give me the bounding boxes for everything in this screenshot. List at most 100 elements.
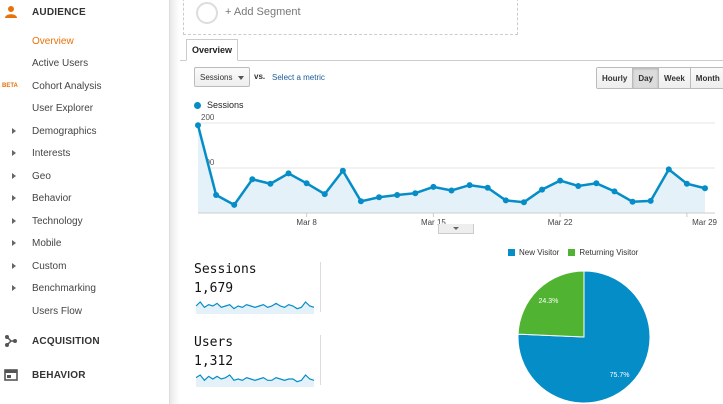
sidebar-item-label: Technology <box>32 215 83 227</box>
sidebar-item-label: Demographics <box>32 125 97 137</box>
sidebar-item-label: Geo <box>32 170 51 182</box>
data-point <box>575 183 582 189</box>
sidebar-item-cohort-analysis[interactable]: Cohort Analysis BETA <box>0 77 170 95</box>
caret-right-icon <box>12 128 16 134</box>
sidebar-item-benchmarking[interactable]: Benchmarking <box>0 279 170 297</box>
visitor-pie-chart: 75.7% 24.3% <box>517 270 651 404</box>
beta-badge: BETA <box>2 83 18 89</box>
data-point <box>702 185 708 192</box>
sidebar-item-label: Cohort Analysis <box>32 80 102 92</box>
legend-label: Returning Visitor <box>579 248 639 257</box>
caret-right-icon <box>12 195 16 201</box>
data-point <box>195 122 201 129</box>
metric-select-value: Sessions <box>200 72 233 82</box>
sidebar-item-demographics[interactable]: Demographics <box>0 122 170 140</box>
data-point <box>593 180 600 187</box>
users-metric-card[interactable]: Users 1,312 <box>194 335 324 390</box>
period-hourly-button[interactable]: Hourly <box>597 68 634 88</box>
card-divider <box>320 335 321 385</box>
person-icon <box>5 6 17 18</box>
caret-right-icon <box>12 218 16 224</box>
metric-select[interactable]: Sessions <box>194 67 250 87</box>
sidebar-item-technology[interactable]: Technology <box>0 212 170 230</box>
data-point <box>357 198 364 205</box>
acquisition-section[interactable]: ACQUISITION <box>0 330 170 352</box>
sidebar-item-users-flow[interactable]: Users Flow <box>0 302 170 320</box>
period-week-button[interactable]: Week <box>659 68 691 88</box>
data-point <box>430 183 437 190</box>
sidebar-item-mobile[interactable]: Mobile <box>0 234 170 252</box>
caret-right-icon <box>12 173 16 179</box>
sessions-area <box>198 125 705 213</box>
metric-title: Sessions <box>194 262 257 277</box>
sparkline-area <box>196 302 314 314</box>
tab-divider <box>180 60 723 61</box>
x-tick-label: Mar 29 <box>692 218 717 227</box>
sidebar-item-label: Interests <box>32 147 71 159</box>
data-point <box>647 197 654 204</box>
legend-swatch <box>568 249 576 256</box>
x-tick-label: Mar 22 <box>548 218 573 227</box>
data-point <box>520 199 527 206</box>
sidebar-item-label: Mobile <box>32 237 62 249</box>
behavior-label: BEHAVIOR <box>32 369 86 381</box>
acquisition-label: ACQUISITION <box>32 335 100 347</box>
data-point <box>502 197 509 204</box>
y-tick-label: 200 <box>201 113 215 122</box>
sidebar-item-behavior[interactable]: Behavior <box>0 189 170 207</box>
data-point <box>213 192 220 198</box>
period-day-button[interactable]: Day <box>633 68 660 88</box>
sparkline <box>195 374 315 383</box>
data-point <box>303 180 310 187</box>
sidebar-item-active-users[interactable]: Active Users <box>0 54 170 72</box>
caret-right-icon <box>12 263 16 269</box>
add-segment-label[interactable]: + Add Segment <box>225 6 301 18</box>
pie-legend-new[interactable]: New Visitor <box>508 248 559 257</box>
sidebar-item-geo[interactable]: Geo <box>0 167 170 185</box>
sessions-sparkline <box>195 301 315 314</box>
metric-title: Users <box>194 335 234 350</box>
pie-slice <box>517 270 585 338</box>
pie-legend: New Visitor Returning Visitor <box>508 248 647 257</box>
behavior-section[interactable]: BEHAVIOR <box>0 364 170 386</box>
users-sparkline <box>195 374 315 387</box>
legend-swatch <box>508 249 515 256</box>
data-point <box>339 167 346 174</box>
tab-overview[interactable]: Overview <box>186 39 238 61</box>
data-point <box>466 182 473 189</box>
select-metric-link[interactable]: Select a metric <box>272 73 325 82</box>
caret-right-icon <box>12 150 16 156</box>
behavior-icon <box>4 369 18 381</box>
chart-collapse-handle[interactable] <box>438 224 474 234</box>
sidebar-item-label: Users Flow <box>32 305 83 317</box>
sidebar-item-label: Overview <box>32 35 74 47</box>
sidebar-item-label: Benchmarking <box>32 282 96 294</box>
data-point <box>665 166 672 173</box>
caret-right-icon <box>12 240 16 246</box>
sidebar-item-user-explorer[interactable]: User Explorer <box>0 99 170 117</box>
segment-placeholder-icon <box>196 2 218 24</box>
data-point <box>376 194 383 201</box>
sparkline <box>195 301 315 310</box>
period-month-button[interactable]: Month <box>690 68 723 88</box>
card-divider <box>320 262 321 312</box>
sidebar-item-overview[interactable]: Overview <box>0 32 170 50</box>
sidebar-item-interests[interactable]: Interests <box>0 144 170 162</box>
sessions-metric-card[interactable]: Sessions 1,679 <box>194 262 324 317</box>
sidebar-item-label: Active Users <box>32 57 89 69</box>
legend-series-name: Sessions <box>207 100 244 110</box>
sidebar-divider <box>170 0 180 404</box>
caret-right-icon <box>12 285 16 291</box>
add-segment-box[interactable]: + Add Segment <box>183 0 518 35</box>
sidebar-item-label: Behavior <box>32 192 72 204</box>
data-point <box>231 201 238 208</box>
data-point <box>484 184 491 191</box>
sidebar-item-custom[interactable]: Custom <box>0 257 170 275</box>
x-tick-label: Mar 15 <box>421 218 446 227</box>
pie-legend-returning[interactable]: Returning Visitor <box>568 248 638 257</box>
audience-section[interactable]: AUDIENCE <box>0 1 170 23</box>
data-point <box>394 192 401 198</box>
pie-slice-label: 75.7% <box>610 372 630 379</box>
data-point <box>557 177 564 184</box>
